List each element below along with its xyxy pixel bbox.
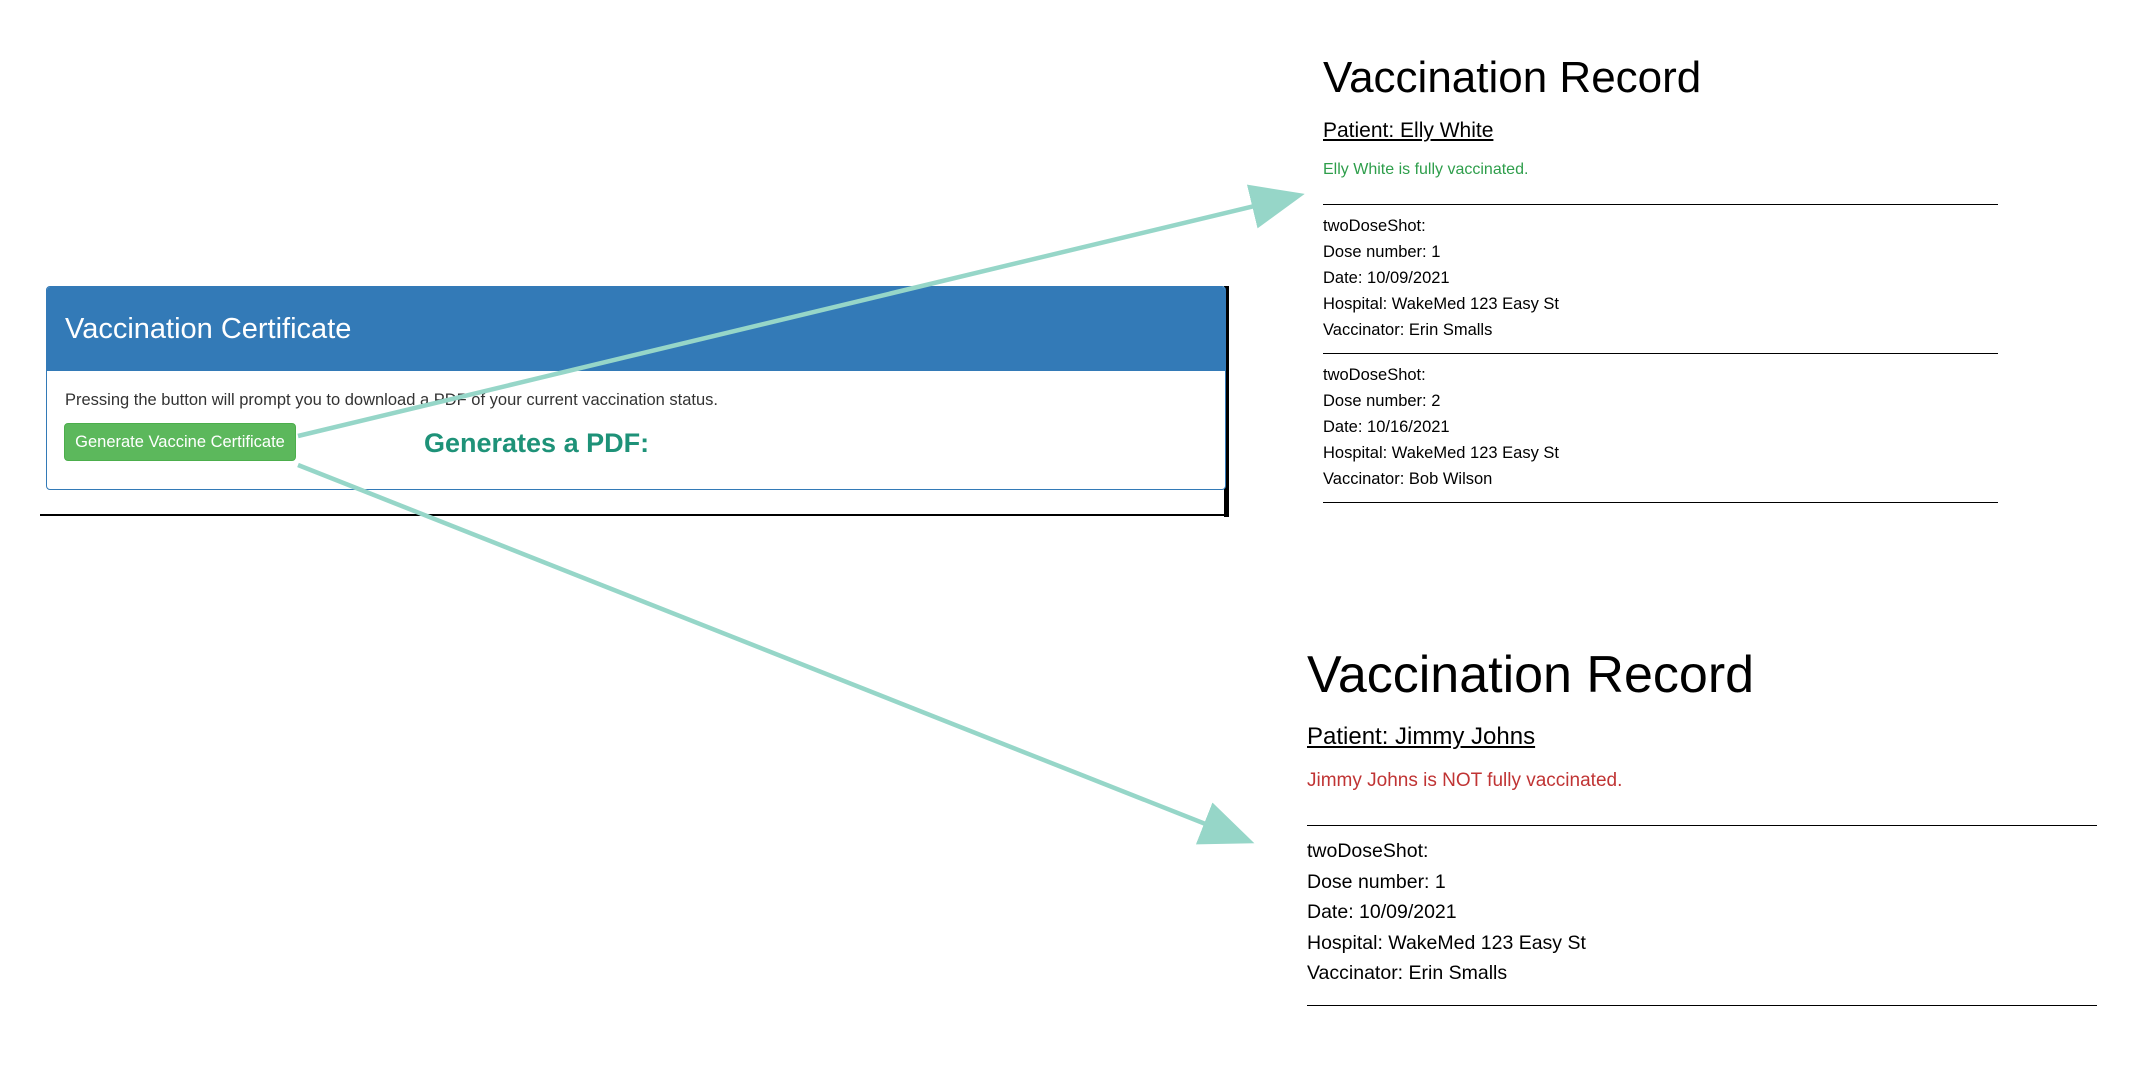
arrow-to-fully-vaccinated-record (297, 184, 1305, 439)
vaccination-record-jimmy: Vaccination Record Patient: Jimmy Johns … (1307, 643, 2107, 1006)
dose-date: Date: 10/09/2021 (1307, 901, 1457, 923)
panel-shadow-bottom (40, 514, 1229, 516)
dose-number: Dose number: 2 (1323, 392, 1441, 410)
dose-entry: twoDoseShot: Dose number: 2 Date: 10/16/… (1323, 362, 2003, 492)
vaccination-record-elly: Vaccination Record Patient: Elly White E… (1323, 50, 2003, 503)
vaccination-certificate-panel: Vaccination Certificate Pressing the but… (46, 286, 1226, 490)
dose-type: twoDoseShot: (1323, 366, 1426, 384)
generate-certificate-button[interactable]: Generate Vaccine Certificate (64, 423, 296, 461)
dose-entry: twoDoseShot: Dose number: 1 Date: 10/09/… (1307, 836, 2107, 989)
record-patient: Patient: Jimmy Johns (1307, 723, 1536, 750)
dose-type: twoDoseShot: (1323, 217, 1426, 235)
generates-pdf-callout: Generates a PDF: (424, 428, 650, 458)
dose-vaccinator: Vaccinator: Erin Smalls (1323, 321, 1493, 339)
record-status: Jimmy Johns is NOT fully vaccinated. (1307, 770, 1623, 791)
dose-number: Dose number: 1 (1323, 243, 1441, 261)
dose-vaccinator: Vaccinator: Erin Smalls (1307, 962, 1508, 984)
dose-hospital: Hospital: WakeMed 123 Easy St (1323, 295, 1559, 313)
dose-entry: twoDoseShot: Dose number: 1 Date: 10/09/… (1323, 213, 2003, 343)
record-divider (1323, 353, 1998, 354)
dose-vaccinator: Vaccinator: Bob Wilson (1323, 470, 1493, 488)
dose-number: Dose number: 1 (1307, 870, 1446, 893)
record-patient: Patient: Elly White (1323, 119, 1494, 142)
panel-shadow-right (1224, 286, 1229, 517)
dose-type: twoDoseShot: (1307, 840, 1429, 862)
record-divider (1323, 502, 1998, 503)
record-divider (1307, 1004, 2097, 1006)
record-status: Elly White is fully vaccinated. (1323, 161, 1529, 178)
dose-hospital: Hospital: WakeMed 123 Easy St (1307, 931, 1586, 954)
dose-date: Date: 10/16/2021 (1323, 418, 1450, 436)
record-title: Vaccination Record (1323, 53, 1702, 102)
record-divider (1323, 204, 1998, 205)
panel-description: Pressing the button will prompt you to d… (65, 391, 718, 409)
record-title: Vaccination Record (1307, 646, 1755, 704)
record-divider (1307, 825, 2097, 826)
dose-hospital: Hospital: WakeMed 123 Easy St (1323, 444, 1559, 462)
arrow-to-not-vaccinated-record (297, 462, 1255, 845)
dose-date: Date: 10/09/2021 (1323, 269, 1450, 287)
